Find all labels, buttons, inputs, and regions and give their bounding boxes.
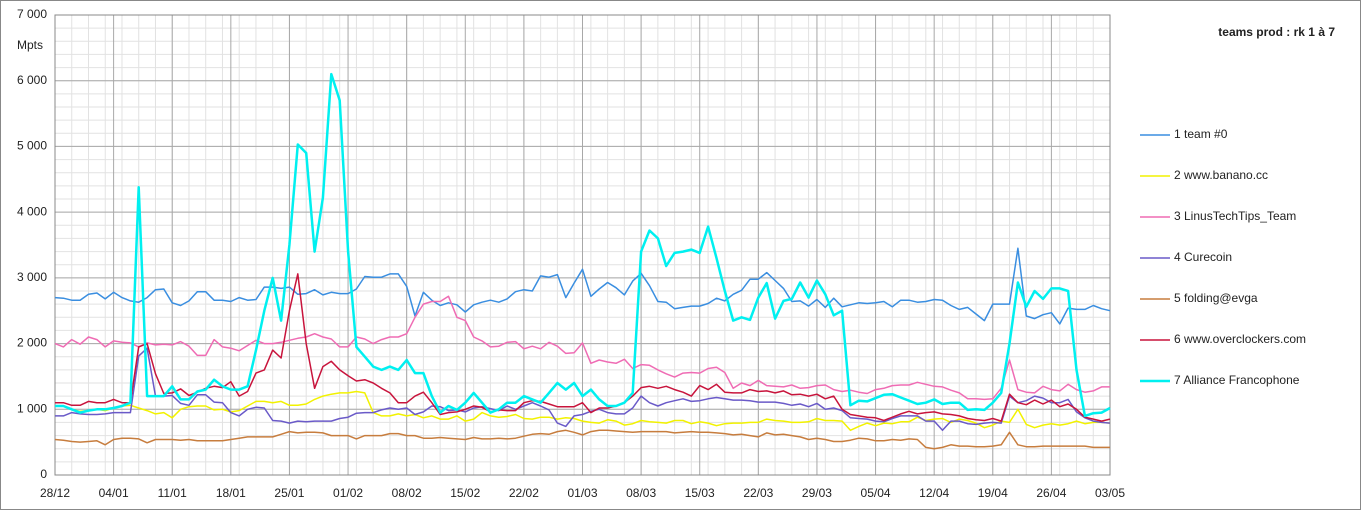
x-tick-label: 01/03 — [567, 486, 597, 500]
x-tick-label: 08/02 — [392, 486, 422, 500]
x-tick-label: 01/02 — [333, 486, 363, 500]
series-line — [55, 273, 1111, 422]
x-tick-label: 25/01 — [274, 486, 304, 500]
x-tick-label: 29/03 — [802, 486, 832, 500]
y-tick-label: 5 000 — [17, 139, 47, 153]
y-tick-label: 1 000 — [17, 401, 47, 415]
legend-label: 1 team #0 — [1174, 127, 1228, 141]
x-tick-label: 22/02 — [509, 486, 539, 500]
series-line — [55, 347, 1111, 432]
legend-label: 6 www.overclockers.com — [1174, 332, 1306, 346]
y-tick-label: 7 000 — [17, 7, 47, 21]
series-line — [55, 72, 1111, 418]
x-tick-label: 12/04 — [919, 486, 949, 500]
x-tick-label: 05/04 — [861, 486, 891, 500]
x-tick-label: 15/03 — [685, 486, 715, 500]
chart-title: teams prod : rk 1 à 7 — [1218, 25, 1335, 39]
x-tick-label: 18/01 — [216, 486, 246, 500]
x-tick-label: 22/03 — [743, 486, 773, 500]
x-tick-label: 26/04 — [1036, 486, 1066, 500]
legend-label: 2 www.banano.cc — [1174, 168, 1268, 182]
series-line — [54, 429, 1110, 450]
legend-label: 5 folding@evga — [1174, 291, 1258, 305]
legend-label: 4 Curecoin — [1174, 250, 1232, 264]
x-tick-label: 04/01 — [99, 486, 129, 500]
x-tick-label: 08/03 — [626, 486, 656, 500]
series-line — [54, 247, 1111, 325]
x-tick-label: 19/04 — [978, 486, 1008, 500]
x-tick-label: 11/01 — [158, 486, 187, 500]
y-tick-label: 0 — [40, 467, 47, 481]
y-tick-label: 3 000 — [17, 270, 47, 284]
plot-frame — [54, 14, 1111, 476]
x-tick-label: 15/02 — [450, 486, 480, 500]
y-axis-label: Mpts — [17, 38, 43, 52]
legend-label: 7 Alliance Francophone — [1174, 373, 1300, 387]
y-tick-label: 2 000 — [17, 336, 47, 350]
legend-label: 3 LinusTechTips_Team — [1174, 209, 1296, 223]
y-tick-label: 6 000 — [17, 73, 47, 87]
series-line — [54, 295, 1110, 401]
y-tick-label: 4 000 — [17, 204, 47, 218]
x-tick-label: 28/12 — [40, 486, 70, 500]
x-tick-label: 03/05 — [1095, 486, 1125, 500]
